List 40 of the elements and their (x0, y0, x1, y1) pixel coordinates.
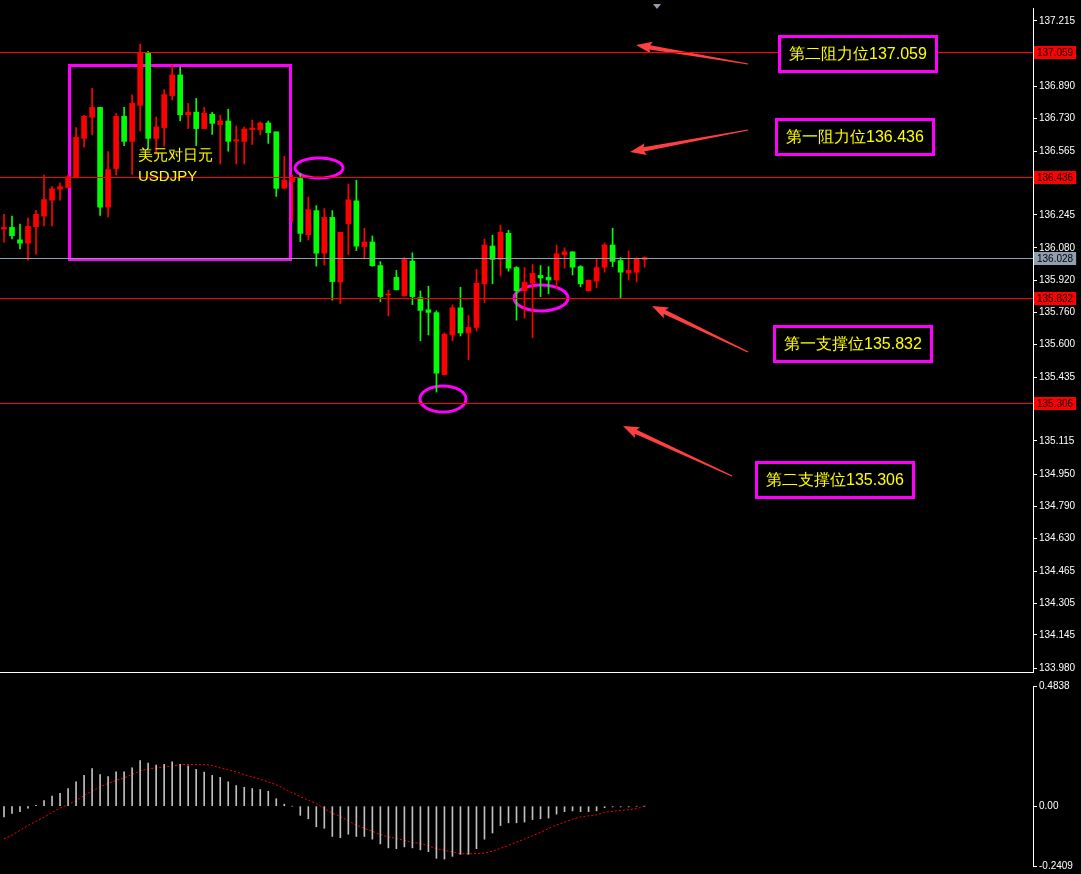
candlestick (185, 103, 192, 129)
y-tick-label: 134.305 (1039, 596, 1076, 608)
y-tick-label: 134.145 (1039, 628, 1076, 640)
y-tick-label: 136.890 (1039, 79, 1076, 91)
annotation: 美元对日元 (137, 146, 214, 164)
candlestick (1, 214, 7, 243)
y-tick-label: 134.630 (1039, 531, 1076, 543)
y-tick-label: -0.2409 (1039, 859, 1074, 871)
annotation: 第一阻力位136.436 (775, 118, 935, 156)
y-tick-label: 134.465 (1039, 564, 1076, 576)
candlestick (17, 223, 23, 250)
y-tick-label: 135.920 (1039, 273, 1076, 285)
line-series (3, 763, 646, 855)
y-tick-label: 135.760 (1039, 305, 1076, 317)
y-tick-label: 135.600 (1039, 337, 1076, 349)
ref-line-label: 136.028 (1037, 252, 1074, 264)
ref-line-label: 135.306 (1037, 397, 1074, 409)
candlestick (57, 182, 63, 201)
annotation: 第二支撑位135.306 (755, 461, 915, 499)
y-tick-label: 135.115 (1039, 434, 1075, 446)
ref-line-label: 135.832 (1037, 292, 1074, 304)
candlestick (217, 114, 224, 165)
y-tick-label: 0.00 (1039, 799, 1059, 811)
y-tick-label: 134.950 (1039, 467, 1076, 479)
y-tick-label: 136.730 (1039, 111, 1076, 123)
annotation: 第一支撑位135.832 (773, 325, 933, 363)
y-tick-label: 135.435 (1039, 370, 1076, 382)
candlestick (233, 125, 240, 165)
y-tick-label: 136.080 (1039, 241, 1076, 253)
candlestick (249, 119, 256, 145)
y-tick-label: 133.980 (1039, 661, 1076, 673)
annotation: 第二阻力位137.059 (778, 35, 938, 73)
y-tick-label: 137.215 (1039, 14, 1076, 26)
y-tick-label: 136.565 (1039, 144, 1076, 156)
y-tick-label: 0.4838 (1039, 679, 1071, 691)
y-tick-label: 136.245 (1039, 208, 1076, 220)
y-tick-label: 134.790 (1039, 499, 1076, 511)
ref-line-label: 136.436 (1037, 171, 1074, 183)
candlestick (89, 88, 95, 136)
ref-line-label: 137.059 (1037, 46, 1074, 58)
